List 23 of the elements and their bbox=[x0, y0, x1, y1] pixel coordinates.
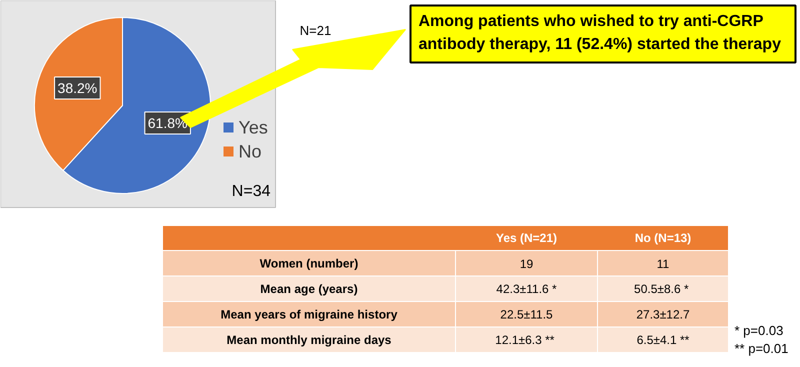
text: ** p=0.01 bbox=[734, 341, 788, 356]
text: 42.3±11.6 * bbox=[496, 282, 558, 296]
text: 50.5±8.6 * bbox=[634, 282, 689, 296]
text: 27.3±12.7 bbox=[636, 307, 690, 322]
text: 6.5±4.1 ** bbox=[636, 332, 690, 347]
text: N=34 bbox=[232, 183, 271, 200]
text: 12.1±6.3 ** bbox=[495, 332, 555, 347]
data-label: 61.8% bbox=[148, 115, 188, 132]
data-label: 38.2% bbox=[58, 80, 98, 96]
text: No (N=13) bbox=[634, 231, 692, 245]
text: 11 bbox=[656, 256, 670, 271]
text: Mean years of migraine history bbox=[220, 307, 398, 322]
text: Women (number) bbox=[260, 256, 358, 270]
text: 22.5±11.5 bbox=[500, 307, 554, 322]
legend-label: Yes bbox=[238, 118, 268, 138]
text: Among patients who wished to try anti-CGRP antibody therapy, 11 (52.4%) started the therapy bbox=[418, 13, 782, 53]
text: * p=0.03 bbox=[734, 323, 784, 338]
text: N=21 bbox=[300, 23, 332, 38]
text: Mean monthly migraine days bbox=[226, 332, 392, 347]
text: 19 bbox=[520, 256, 534, 271]
legend-label: No bbox=[238, 142, 262, 162]
text: Yes (N=21) bbox=[496, 231, 558, 245]
text: Mean age (years) bbox=[260, 282, 358, 296]
